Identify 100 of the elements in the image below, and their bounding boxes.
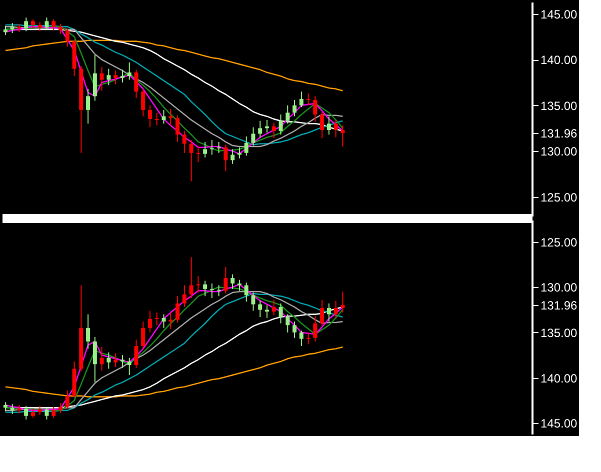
candlestick (258, 300, 262, 318)
candlestick (52, 406, 56, 418)
y-tick-label: 140.00 (540, 371, 578, 386)
candlestick (182, 130, 186, 154)
candlestick (334, 119, 338, 138)
candlestick (3, 402, 8, 412)
candlestick (286, 314, 290, 333)
y-tick-label: 125.00 (540, 190, 578, 204)
candlestick (182, 284, 186, 308)
candlestick (189, 256, 194, 298)
candlestick (38, 405, 42, 416)
candlestick (134, 339, 138, 368)
y-tick-label: 135.00 (540, 98, 578, 113)
candlestick (100, 346, 104, 372)
candlestick (106, 352, 111, 370)
candlestick (306, 332, 310, 345)
candlestick (24, 17, 28, 32)
candlestick (58, 402, 63, 414)
candlestick (148, 310, 152, 333)
candlestick (224, 144, 228, 172)
y-tick-label: 145.00 (540, 416, 578, 431)
candlestick (292, 99, 297, 117)
candlestick (230, 148, 235, 164)
candlestick (141, 321, 146, 350)
candlestick (38, 22, 42, 32)
candlestick (100, 66, 104, 92)
candlestick (44, 17, 49, 30)
candlestick (340, 291, 345, 313)
candlestick (251, 292, 256, 312)
candlestick (334, 300, 338, 318)
candlestick (127, 62, 132, 80)
candlestick (258, 120, 262, 138)
candlestick (92, 336, 97, 383)
candlestick (92, 54, 97, 102)
candlestick (114, 352, 118, 368)
candlestick (52, 18, 56, 31)
y-tick-label: 131.96 (540, 126, 578, 141)
candlestick (162, 109, 166, 124)
candlestick (320, 111, 324, 139)
candlestick (272, 299, 276, 316)
candlestick (162, 314, 166, 328)
candlestick (203, 141, 208, 158)
candlestick (210, 282, 214, 298)
candlestick (58, 23, 63, 35)
candlestick (154, 112, 159, 126)
y-tick-label: 131.96 (540, 298, 578, 312)
candlestick (134, 69, 138, 99)
y-tick-label: 130.00 (540, 144, 578, 159)
y-tick-label: 130.00 (540, 280, 578, 295)
candlestick (127, 357, 132, 376)
candlestick (340, 124, 345, 147)
candlestick (120, 354, 124, 368)
candlestick (313, 316, 318, 342)
candlestick (272, 122, 276, 139)
candlestick (176, 114, 180, 142)
candlestick (141, 88, 146, 117)
candlestick (10, 404, 14, 415)
candlestick (106, 68, 111, 86)
candlestick (176, 296, 180, 323)
candlestick (237, 279, 242, 292)
candlestick (30, 18, 35, 30)
candlestick (326, 116, 331, 136)
candlestick (313, 96, 318, 122)
candlestick (244, 136, 248, 156)
candlestick (278, 302, 283, 324)
candlestick (326, 302, 331, 322)
candlestick (24, 405, 28, 420)
candlestick (86, 88, 90, 124)
candlestick (65, 390, 70, 410)
candlestick (251, 126, 256, 146)
candlestick (189, 140, 194, 182)
candlestick (10, 22, 14, 34)
y-tick-label: 135.00 (540, 326, 578, 340)
candlestick (148, 104, 152, 128)
candlestick (299, 91, 304, 108)
candlestick (286, 104, 290, 124)
candlestick (44, 407, 49, 420)
candlestick (30, 408, 35, 418)
y-tick-label: 140.00 (540, 53, 578, 68)
candlestick (224, 266, 228, 294)
candlestick (65, 28, 70, 48)
candlestick (216, 141, 221, 154)
candlestick (244, 282, 248, 302)
y-tick-label: 145.00 (540, 7, 578, 22)
candlestick (278, 114, 283, 136)
candlestick (86, 314, 90, 350)
y-tick-label: 125.00 (540, 235, 578, 250)
candlestick (299, 330, 304, 347)
candlestick (114, 70, 118, 85)
candlestick (3, 25, 8, 36)
candlestick (168, 312, 173, 330)
candlestick (320, 299, 324, 327)
candlestick (120, 69, 124, 83)
candlestick (196, 145, 200, 163)
candlestick (230, 274, 235, 290)
candlestick (196, 276, 200, 294)
candlestick (292, 321, 297, 338)
candlestick (154, 312, 159, 326)
candlestick (306, 92, 310, 106)
candlestick (203, 280, 208, 297)
